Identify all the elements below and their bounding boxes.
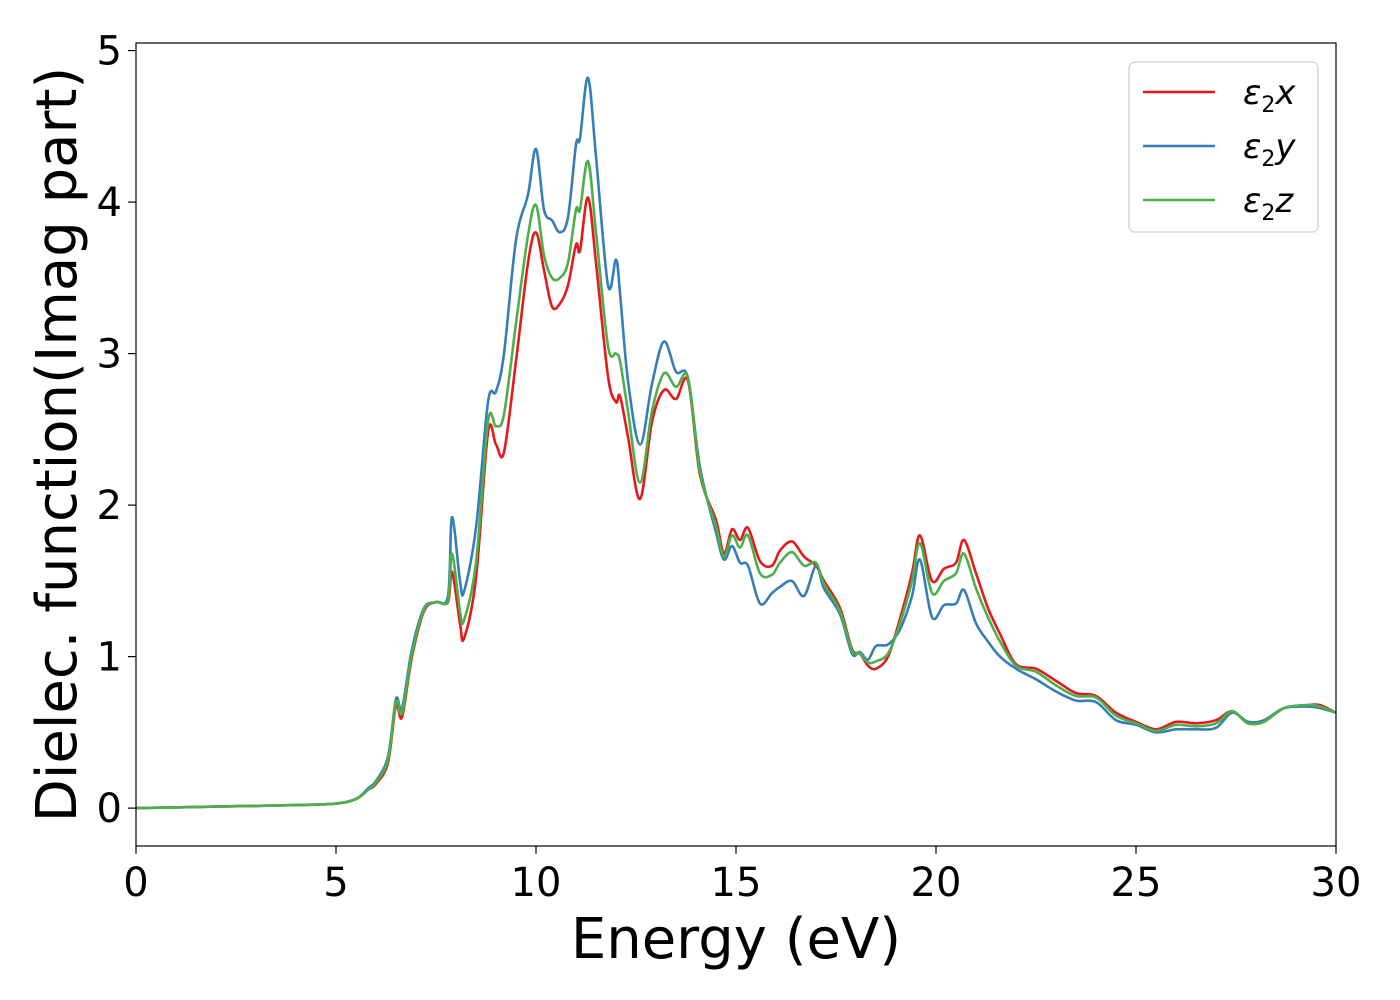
series-line-y xyxy=(136,76,1336,810)
x-axis: 0 5 10 15 20 25 30 xyxy=(123,846,1361,906)
series-line-x xyxy=(136,196,1336,810)
y-tick-label: 5 xyxy=(97,29,122,75)
legend: ε2x ε2y ε2z xyxy=(1128,61,1319,233)
y-axis: 0 1 2 3 4 5 xyxy=(97,29,136,832)
y-tick-label: 1 xyxy=(97,635,122,681)
legend-box xyxy=(1128,61,1319,233)
x-tick-label: 0 xyxy=(123,860,148,906)
series-lines xyxy=(136,76,1336,810)
x-tick-label: 15 xyxy=(711,860,762,906)
x-tick-label: 25 xyxy=(1111,860,1162,906)
y-tick-label: 0 xyxy=(97,786,122,832)
series-line-z xyxy=(136,159,1336,810)
legend-label-y: ε2y xyxy=(1243,127,1296,172)
x-tick-label: 5 xyxy=(323,860,348,906)
legend-label-x: ε2x xyxy=(1243,73,1296,118)
legend-label-z: ε2z xyxy=(1243,181,1294,226)
x-tick-label: 10 xyxy=(511,860,562,906)
y-tick-label: 4 xyxy=(97,180,122,226)
x-tick-label: 20 xyxy=(911,860,962,906)
x-axis-title: Energy (eV) xyxy=(571,907,901,972)
y-tick-label: 3 xyxy=(97,332,122,378)
y-axis-title: Dielec. function(Imag part) xyxy=(25,67,90,823)
y-tick-label: 2 xyxy=(97,483,122,529)
x-tick-label: 30 xyxy=(1311,860,1362,906)
